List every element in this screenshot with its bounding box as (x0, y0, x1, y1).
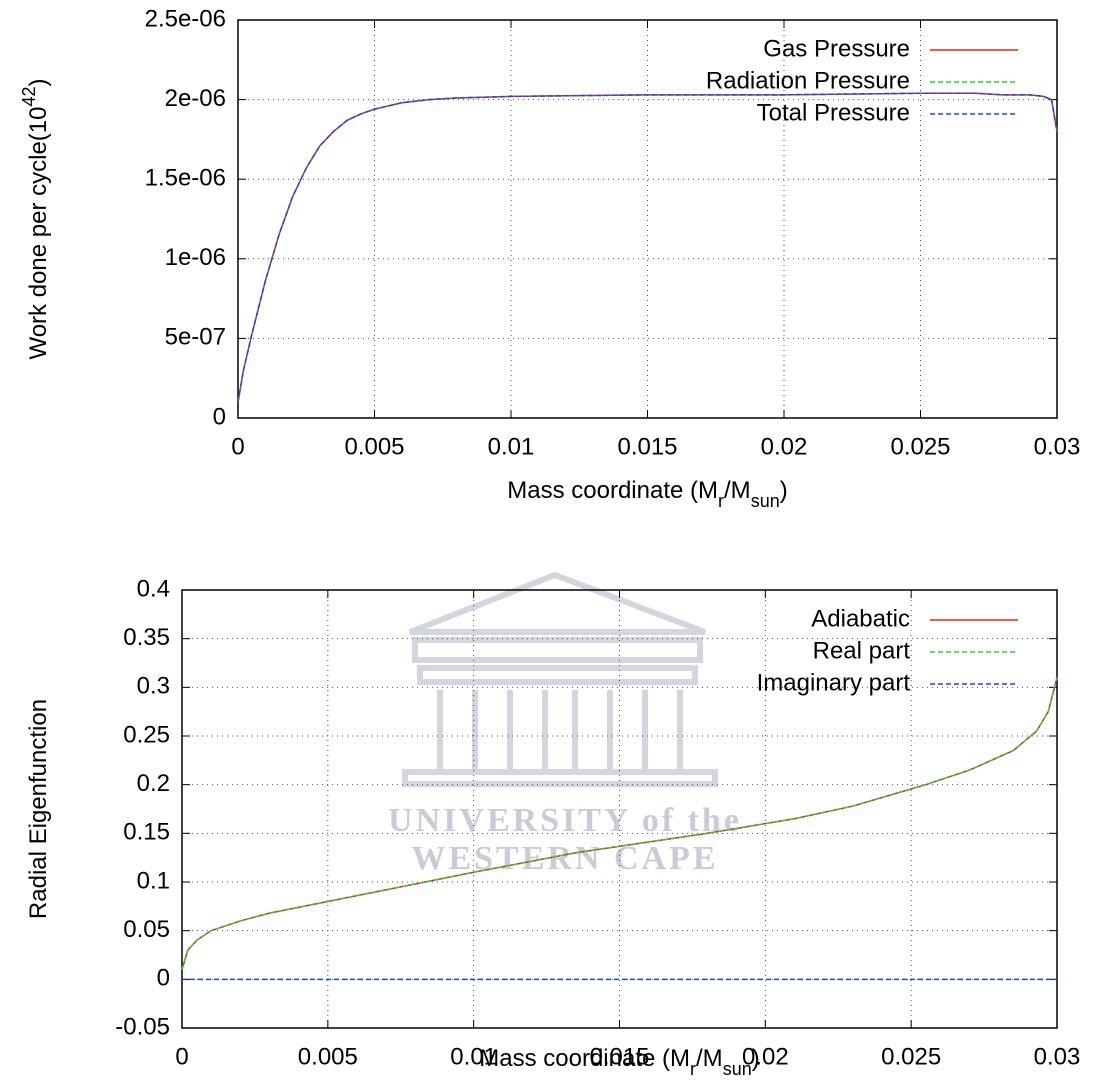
x-axis-label-part: ) (780, 477, 788, 504)
x-tick-label: 0.02 (761, 433, 808, 460)
y-tick-label: 0.35 (123, 624, 170, 651)
series-line (181, 677, 1058, 970)
y-tick-label: 0.15 (123, 819, 170, 846)
watermark-text: UNIVERSITY of the (388, 802, 742, 839)
y-tick-label: 0.4 (137, 575, 170, 602)
y-tick-label: 0.3 (137, 673, 170, 700)
legend-label: Imaginary part (757, 669, 911, 696)
y-tick-label: 0.25 (123, 721, 170, 748)
y-tick-label: 0 (213, 403, 226, 430)
legend-label: Radiation Pressure (706, 67, 910, 94)
legend-label: Real part (813, 637, 911, 664)
y-tick-label: 0.05 (123, 916, 170, 943)
x-axis-label: Mass coordinate (Mr/Msun) (479, 1045, 759, 1078)
y-axis-label: Radial Eigenfunction (25, 699, 52, 919)
y-tick-label: 5e-07 (165, 324, 226, 351)
y-axis-label-part: Radial Eigenfunction (25, 699, 52, 919)
x-axis-label-part: Mass coordinate (M (479, 1045, 690, 1072)
y-axis-label-part: ) (25, 78, 52, 86)
y-tick-label: 0.1 (137, 867, 170, 894)
x-axis-label-part: r (718, 491, 724, 511)
y-tick-label: 0.2 (137, 770, 170, 797)
x-axis-label-part: ) (752, 1045, 760, 1072)
series-line (237, 92, 1058, 403)
watermark-text: WESTERN CAPE (411, 840, 718, 877)
y-axis-label-part: Work done per cycle(10 (25, 107, 52, 360)
x-tick-label: 0.025 (881, 1043, 941, 1070)
x-axis-label-part: /M (724, 477, 751, 504)
x-tick-label: 0.02 (742, 1043, 789, 1070)
watermark-building (402, 571, 718, 787)
x-tick-label: 0 (175, 1043, 188, 1070)
legend-label: Adiabatic (811, 605, 910, 632)
y-tick-label: 1.5e-06 (145, 165, 226, 192)
x-tick-label: 0.005 (298, 1043, 358, 1070)
x-tick-label: 0.015 (589, 1043, 649, 1070)
x-tick-label: 0.01 (450, 1043, 497, 1070)
legend-label: Gas Pressure (763, 35, 910, 62)
x-axis-label: Mass coordinate (Mr/Msun) (507, 477, 787, 510)
x-axis-label-part: sun (723, 1059, 752, 1079)
y-tick-label: 2e-06 (165, 85, 226, 112)
x-tick-label: 0.005 (344, 433, 404, 460)
plot-frame (237, 19, 1058, 419)
x-axis-label-part: /M (696, 1045, 723, 1072)
x-axis-label-part: r (690, 1059, 696, 1079)
x-tick-label: 0 (231, 433, 244, 460)
x-tick-label: 0.015 (617, 433, 677, 460)
x-axis-label-part: sun (751, 491, 780, 511)
y-tick-label: -0.05 (115, 1013, 170, 1040)
plot-frame (181, 589, 1058, 1029)
y-axis-label-part: 42 (19, 86, 39, 106)
x-axis-label-part: Mass coordinate (M (507, 477, 718, 504)
y-tick-label: 0 (157, 965, 170, 992)
x-tick-label: 0.03 (1034, 433, 1081, 460)
y-tick-label: 2.5e-06 (145, 5, 226, 32)
y-tick-label: 1e-06 (165, 244, 226, 271)
x-tick-label: 0.025 (890, 433, 950, 460)
x-tick-label: 0.01 (488, 433, 535, 460)
legend-label: Total Pressure (757, 99, 910, 126)
y-axis-label: Work done per cycle(1042) (19, 78, 53, 359)
x-tick-label: 0.03 (1034, 1043, 1081, 1070)
